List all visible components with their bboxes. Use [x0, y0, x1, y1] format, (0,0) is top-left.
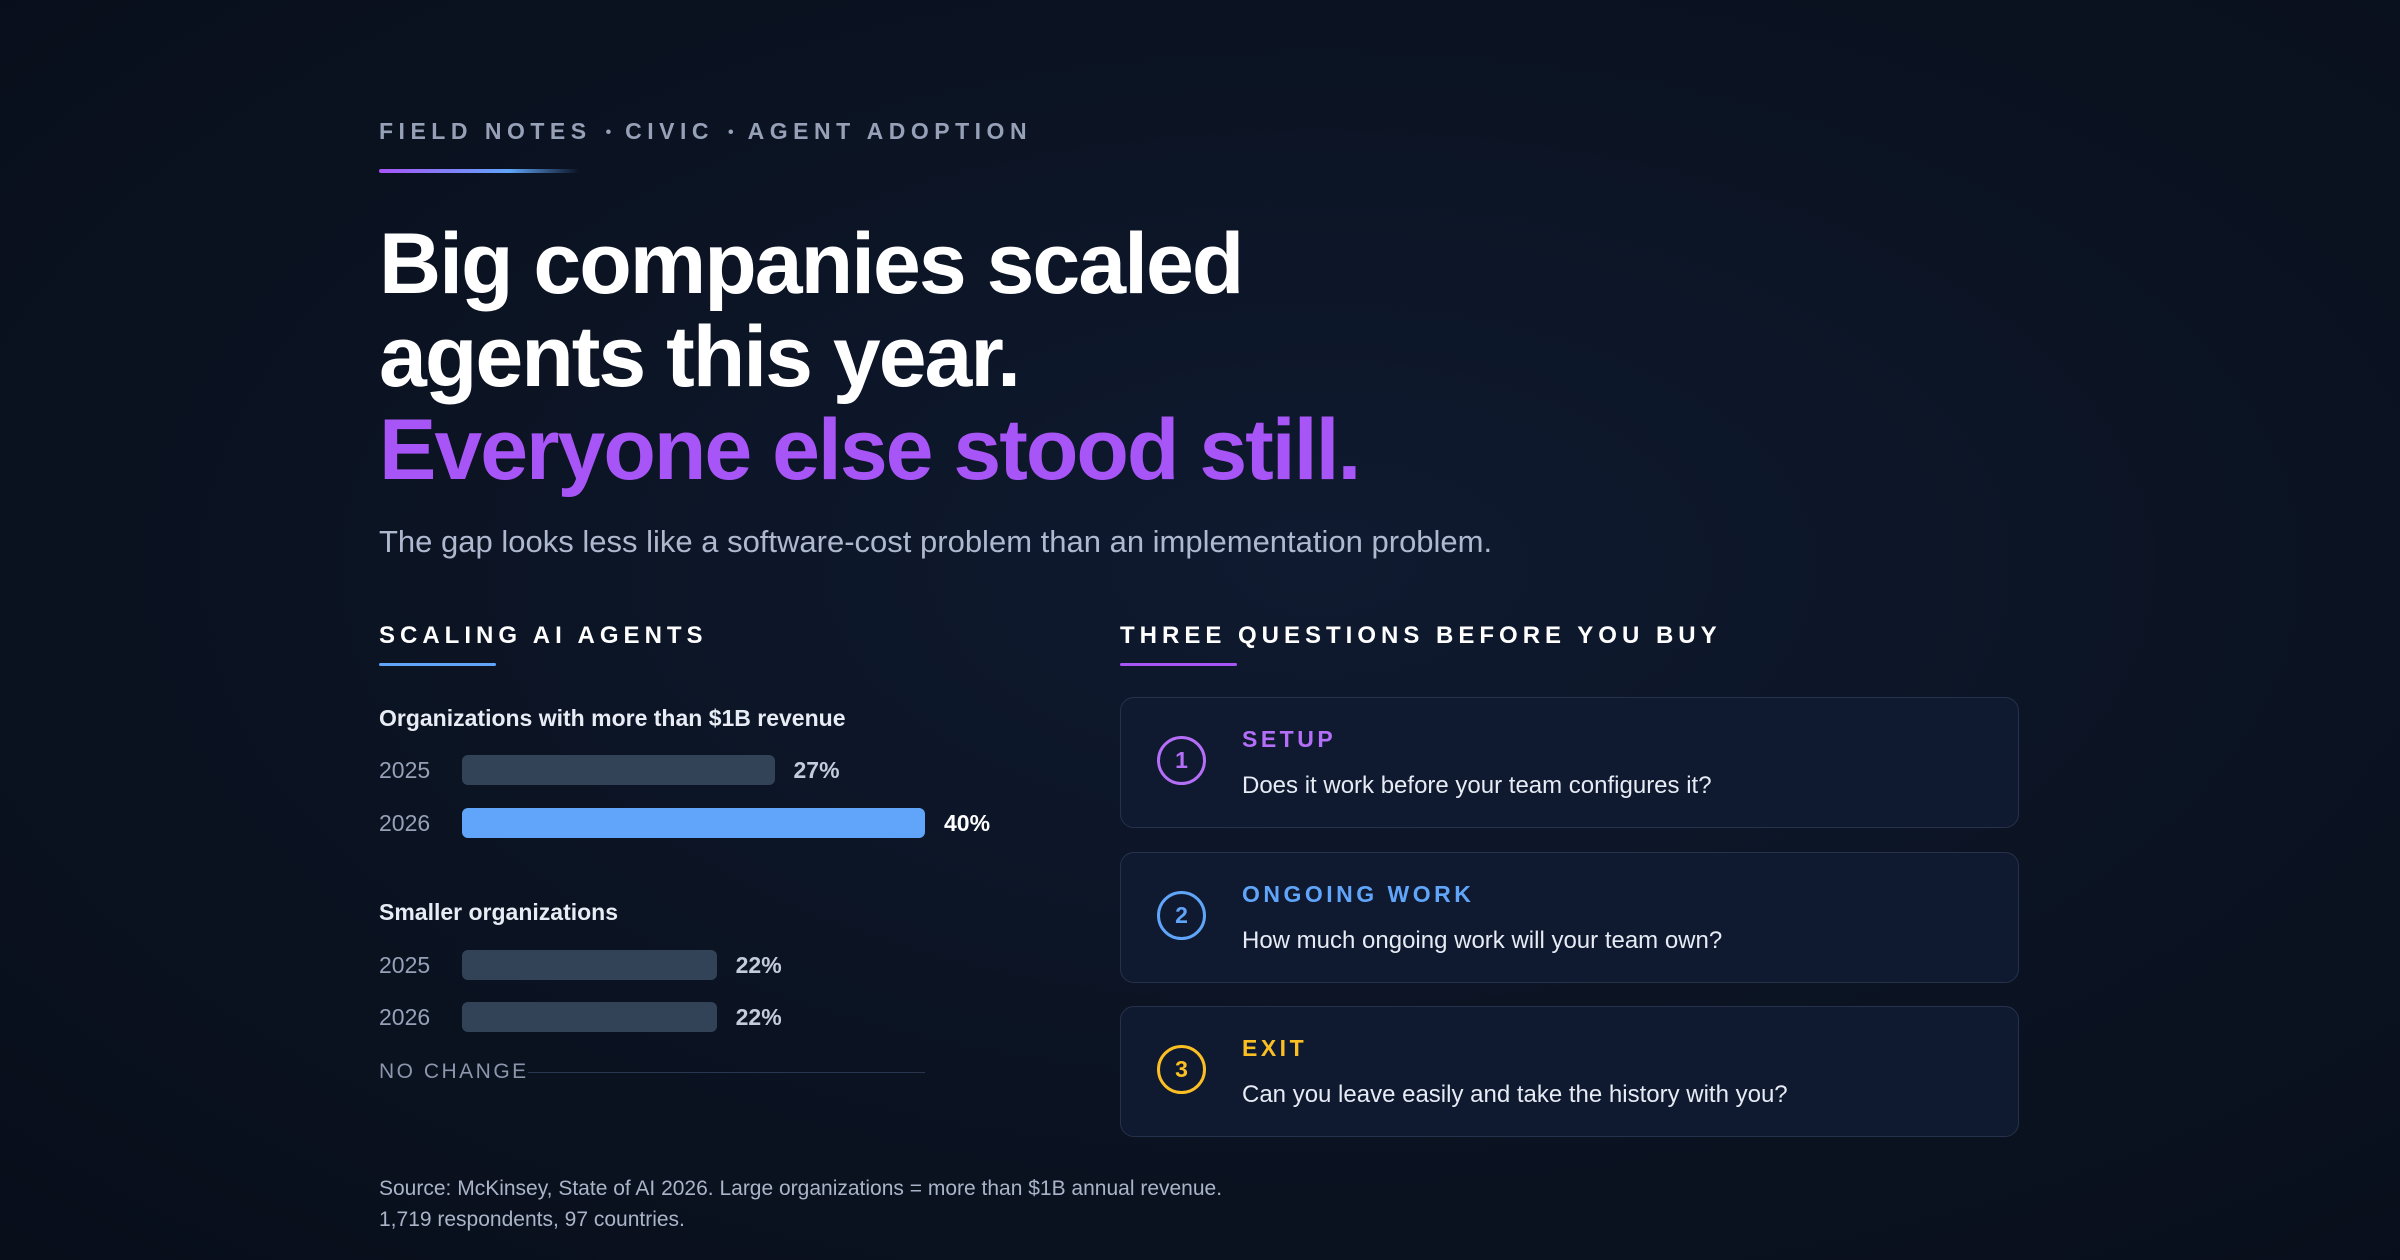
bar-value-label: 40%	[944, 810, 991, 836]
no-change-line	[528, 1072, 925, 1073]
source-line-2: 1,719 respondents, 97 countries.	[379, 1208, 685, 1231]
chart-title: SCALING AI AGENTS	[379, 622, 708, 649]
questions-title-underline	[1120, 663, 1237, 666]
kicker-separator: •	[605, 124, 612, 141]
questions-title: THREE QUESTIONS BEFORE YOU BUY	[1120, 622, 1722, 649]
bar-value-label: 27%	[793, 757, 840, 783]
chart-group-title-small: Smaller organizations	[379, 899, 619, 925]
bar-large-2025	[462, 755, 775, 785]
bar-small-2026	[462, 1002, 717, 1032]
question-label: SETUP	[1242, 726, 1337, 752]
bar-value-label: 22%	[735, 952, 782, 978]
bar-year-label: 2026	[379, 1004, 431, 1030]
bar-year-label: 2025	[379, 757, 431, 783]
chart-title-underline	[379, 663, 496, 666]
bar-row: 2025 27%	[379, 755, 1079, 785]
bar-track	[462, 755, 925, 785]
question-label: EXIT	[1242, 1035, 1308, 1061]
question-card-ongoing-work: 2 ONGOING WORK How much ongoing work wil…	[1120, 852, 2019, 983]
bar-value-label: 22%	[735, 1004, 782, 1030]
question-card-exit: 3 EXIT Can you leave easily and take the…	[1120, 1006, 2019, 1137]
question-text: Can you leave easily and take the histor…	[1242, 1081, 1788, 1108]
kicker-separator: •	[728, 124, 734, 141]
kicker-item-agent-adoption: AGENT ADOPTION	[747, 118, 1033, 144]
question-label: ONGOING WORK	[1242, 881, 1475, 907]
page: FIELD NOTES • CIVIC • AGENT ADOPTION Big com…	[379, 0, 2029, 1260]
question-number-badge: 1	[1157, 736, 1206, 785]
headline-line-3: Everyone else stood still.	[379, 402, 1361, 498]
bar-year-label: 2025	[379, 952, 431, 978]
bar-track	[462, 808, 925, 838]
question-card-setup: 1 SETUP Does it work before your team co…	[1120, 697, 2019, 828]
question-text: Does it work before your team configures…	[1242, 772, 1712, 799]
bar-track	[462, 950, 925, 980]
bar-row: 2026 22%	[379, 1002, 1079, 1032]
source-note: Source: McKinsey, State of AI 2026. Larg…	[379, 1173, 1222, 1235]
subtitle: The gap looks less like a software-cost …	[379, 524, 1493, 559]
bar-row: 2026 40%	[379, 808, 1079, 838]
no-change-annotation: NO CHANGE	[379, 1060, 529, 1083]
kicker-item-civic: CIVIC	[625, 118, 715, 144]
question-number-badge: 3	[1157, 1045, 1206, 1094]
chart-group-title-large: Organizations with more than $1B revenue	[379, 705, 846, 731]
bar-small-2025	[462, 950, 717, 980]
bar-row: 2025 22%	[379, 950, 1079, 980]
bar-track	[462, 1002, 925, 1032]
source-line-1: Source: McKinsey, State of AI 2026. Larg…	[379, 1177, 1223, 1200]
headline-line-2: agents this year.	[379, 309, 1021, 405]
bar-year-label: 2026	[379, 810, 431, 836]
question-number-badge: 2	[1157, 891, 1206, 940]
kicker: FIELD NOTES • CIVIC • AGENT ADOPTION	[379, 118, 1032, 145]
headline: Big companies scaled agents this year. E…	[379, 216, 1361, 498]
bar-large-2026	[462, 808, 925, 838]
question-text: How much ongoing work will your team own…	[1242, 927, 1723, 954]
kicker-item-field-notes: FIELD NOTES	[379, 118, 592, 144]
headline-line-1: Big companies scaled	[379, 216, 1244, 312]
kicker-underline	[379, 169, 579, 173]
